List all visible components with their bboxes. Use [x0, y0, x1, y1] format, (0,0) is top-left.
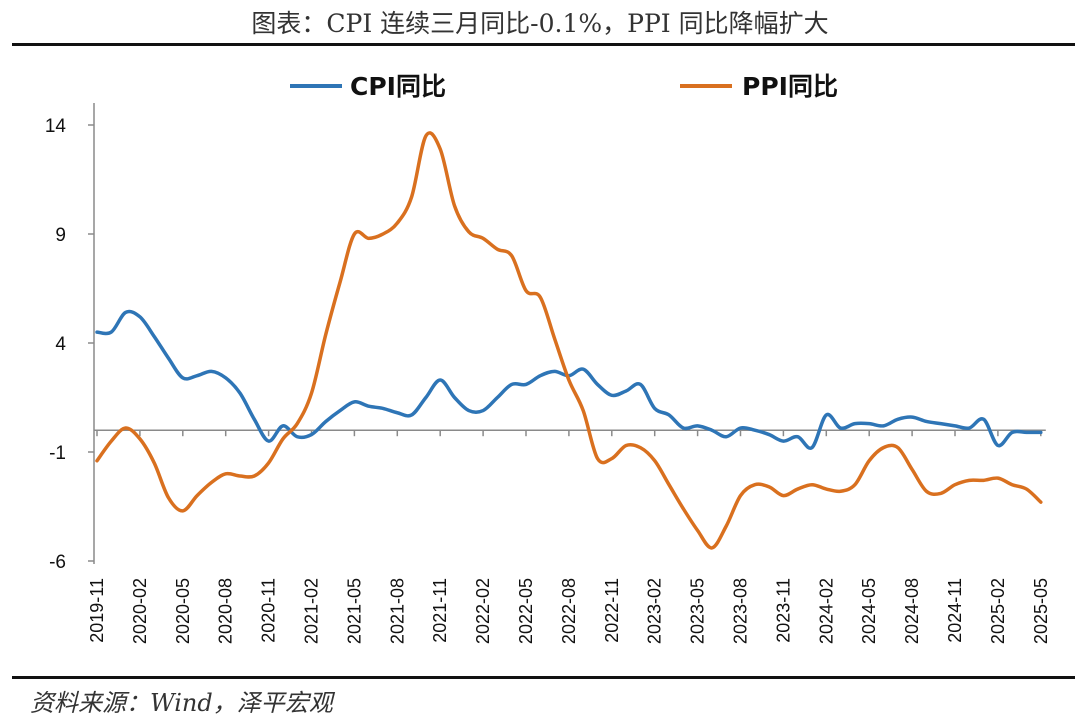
x-tick-label: 2023-05 — [688, 578, 708, 644]
axes: -6 -1 4 9 14 2019-11 2020-02 2020-05 2020-08 2020… — [45, 103, 1051, 644]
x-tick-label: 2022-05 — [516, 578, 536, 644]
x-tick-label: 2020-02 — [130, 578, 150, 644]
x-tick-label: 2024-08 — [902, 578, 922, 644]
legend-label: PPI同比 — [742, 72, 838, 101]
source-note: 资料来源：Wind，泽平宏观 — [30, 689, 333, 717]
x-tick-label: 2025-02 — [988, 578, 1008, 644]
y-tick-label: 9 — [55, 225, 66, 246]
y-tick-label: -1 — [49, 443, 66, 464]
x-tick-label: 2023-02 — [645, 578, 665, 644]
x-tick-label: 2020-11 — [259, 578, 279, 643]
y-tick-label: -6 — [49, 552, 66, 573]
top-rule — [12, 43, 1075, 46]
x-tick-label: 2023-08 — [731, 578, 751, 644]
legend: CPI同比 PPI同比 — [290, 72, 838, 101]
x-tick-label: 2021-08 — [387, 578, 407, 644]
x-tick-label: 2025-05 — [1031, 578, 1051, 644]
x-tick-label: 2020-05 — [173, 578, 193, 644]
x-tick-label: 2024-02 — [816, 578, 836, 644]
y-tick-label: 4 — [55, 334, 66, 355]
x-tick-label: 2024-05 — [859, 578, 879, 644]
x-tick-label: 2021-11 — [430, 578, 450, 643]
x-tick-label: 2021-05 — [344, 578, 364, 644]
x-tick-label: 2024-11 — [945, 578, 965, 643]
y-tick-label: 14 — [45, 116, 67, 137]
legend-label: CPI同比 — [350, 72, 446, 101]
chart-title: 图表：CPI 连续三月同比-0.1%，PPI 同比降幅扩大 — [251, 9, 829, 38]
x-tick-label: 2021-02 — [302, 578, 322, 644]
x-tick-label: 2019-11 — [87, 578, 107, 643]
x-tick-label: 2022-02 — [473, 578, 493, 644]
x-tick-label: 2020-08 — [216, 578, 236, 644]
x-tick-label: 2022-11 — [602, 578, 622, 643]
series-lines — [95, 131, 1043, 550]
x-tick-label: 2023-11 — [773, 578, 793, 643]
series-line-ppi — [95, 131, 1043, 550]
bottom-rule — [12, 676, 1075, 679]
x-tick-label: 2022-08 — [559, 578, 579, 644]
